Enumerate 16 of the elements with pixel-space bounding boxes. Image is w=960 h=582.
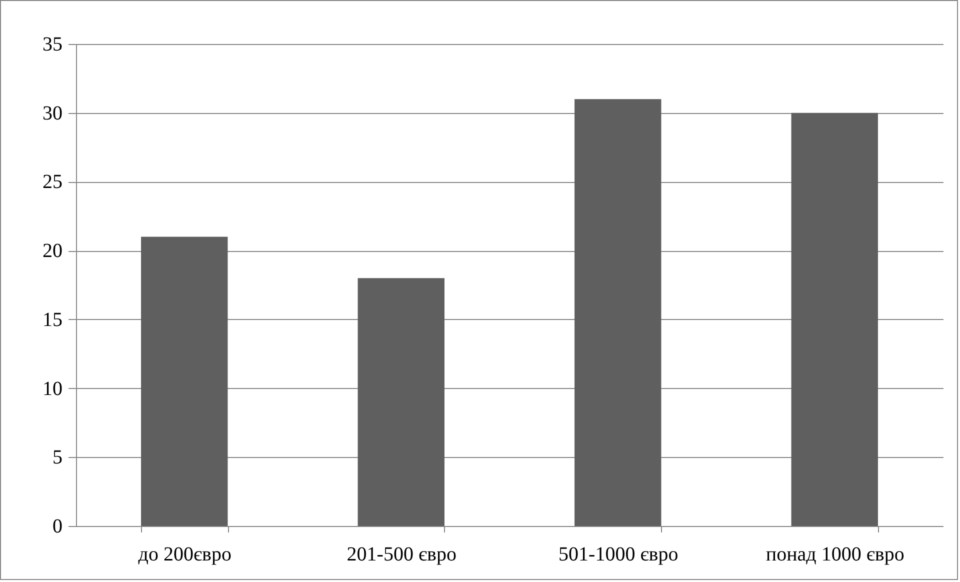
y-tick-label: 25	[42, 171, 62, 194]
x-tick-label: до 200євро	[138, 544, 232, 566]
x-tick-label: 501-1000 євро	[558, 544, 678, 566]
bar	[358, 278, 444, 526]
y-tick-label: 15	[42, 308, 62, 331]
bar	[141, 236, 228, 526]
y-tick-label: 10	[42, 378, 62, 400]
bar	[574, 99, 662, 526]
y-tick-label: 30	[42, 102, 62, 124]
x-tick-label: понад 1000 євро	[766, 544, 904, 566]
y-tick-label: 20	[42, 240, 62, 262]
y-tick-label: 5	[52, 446, 62, 469]
y-tick-label: 35	[42, 34, 62, 56]
x-tick-label: 201-500 євро	[346, 544, 456, 566]
bar	[791, 112, 878, 526]
y-tick-label: 0	[52, 516, 62, 538]
